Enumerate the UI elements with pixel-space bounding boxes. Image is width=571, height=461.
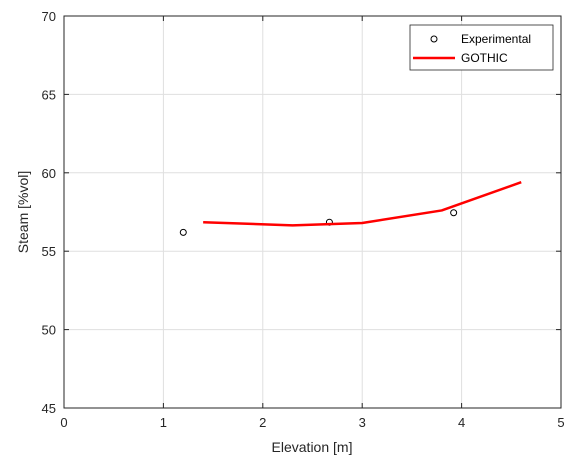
x-tick-label: 2 [259,415,266,430]
plot-area-frame [63,15,562,409]
y-tick-label: 70 [42,9,56,24]
x-tick-label: 4 [458,415,465,430]
data-point-experimental [450,209,458,217]
legend: Experimental GOTHIC [409,24,554,71]
y-tick-label: 55 [42,244,56,259]
series-layer [179,181,522,236]
x-tick-label: 1 [160,415,167,430]
y-tick-label: 60 [42,166,56,181]
y-tick-label: 50 [42,323,56,338]
y-tick-label: 65 [42,87,56,102]
x-tick-label: 5 [557,415,564,430]
x-tick-label: 0 [60,415,67,430]
x-axis: 0 1 2 3 4 5 [60,16,565,430]
legend-label-experimental: Experimental [461,32,531,46]
series-line-gothic [203,181,522,227]
legend-marker-experimental [430,35,438,43]
grid [64,16,561,408]
x-tick-label: 3 [359,415,366,430]
legend-box [409,24,554,71]
data-point-experimental [179,228,187,236]
y-axis-label: Steam [%vol] [15,171,31,253]
y-axis: 45 50 55 60 65 70 [42,9,561,416]
legend-label-gothic: GOTHIC [461,51,508,65]
y-tick-label: 45 [42,401,56,416]
x-axis-label: Elevation [m] [272,439,353,455]
